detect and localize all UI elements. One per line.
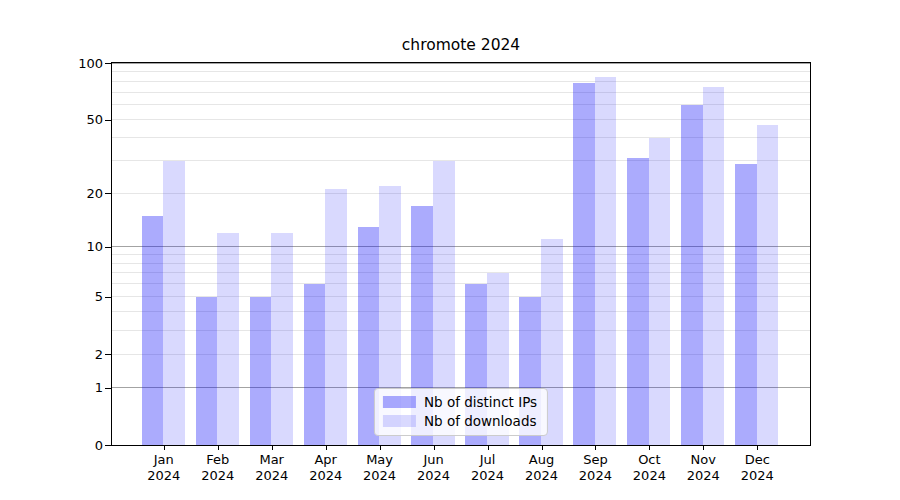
- y-tick-100: [105, 63, 111, 64]
- x-tick-label-nov-2024: Nov 2024: [673, 452, 733, 484]
- bar-jan-2024-nb-of-downloads: [163, 161, 185, 445]
- x-tick-mar-2024: [272, 446, 273, 450]
- legend-item-downloads: Nb of downloads: [383, 413, 537, 429]
- x-tick-label-sep-2024: Sep 2024: [565, 452, 625, 484]
- bar-sep-2024-nb-of-downloads: [595, 77, 617, 445]
- y-tick-10: [105, 247, 111, 248]
- bar-oct-2024-nb-of-distinct-ips: [627, 158, 649, 445]
- y-tick-5: [105, 297, 111, 298]
- plot-area: Nb of distinct IPs Nb of downloads: [111, 62, 811, 446]
- y-tick-label-0: 0: [0, 438, 103, 454]
- y-tick-label-2: 2: [0, 347, 103, 363]
- bar-dec-2024-nb-of-distinct-ips: [735, 164, 757, 446]
- x-tick-label-dec-2024: Dec 2024: [727, 452, 787, 484]
- x-tick-dec-2024: [757, 446, 758, 450]
- x-tick-sep-2024: [595, 446, 596, 450]
- y-tick-label-100: 100: [0, 56, 103, 72]
- y-tick-20: [105, 193, 111, 194]
- x-tick-label-apr-2024: Apr 2024: [296, 452, 356, 484]
- legend: Nb of distinct IPs Nb of downloads: [374, 388, 548, 436]
- bar-mar-2024-nb-of-distinct-ips: [250, 297, 272, 445]
- x-tick-may-2024: [380, 446, 381, 450]
- bar-mar-2024-nb-of-downloads: [271, 233, 293, 445]
- x-tick-jun-2024: [434, 446, 435, 450]
- x-tick-apr-2024: [326, 446, 327, 450]
- x-tick-feb-2024: [218, 446, 219, 450]
- legend-item-distinct-ips: Nb of distinct IPs: [383, 394, 537, 410]
- bar-nov-2024-nb-of-distinct-ips: [681, 105, 703, 445]
- x-tick-label-jun-2024: Jun 2024: [404, 452, 464, 484]
- x-tick-label-oct-2024: Oct 2024: [619, 452, 679, 484]
- legend-label-downloads: Nb of downloads: [424, 413, 537, 429]
- bar-apr-2024-nb-of-downloads: [325, 189, 347, 445]
- bar-nov-2024-nb-of-downloads: [703, 87, 725, 446]
- x-tick-label-aug-2024: Aug 2024: [512, 452, 572, 484]
- y-tick-1: [105, 388, 111, 389]
- x-tick-jan-2024: [164, 446, 165, 450]
- x-tick-label-jul-2024: Jul 2024: [458, 452, 518, 484]
- x-tick-jul-2024: [488, 446, 489, 450]
- y-tick-label-10: 10: [0, 239, 103, 255]
- bar-apr-2024-nb-of-distinct-ips: [304, 284, 326, 445]
- x-tick-aug-2024: [542, 446, 543, 450]
- x-tick-oct-2024: [649, 446, 650, 450]
- legend-swatch-distinct-ips: [383, 396, 416, 408]
- bar-oct-2024-nb-of-downloads: [649, 138, 671, 445]
- x-tick-nov-2024: [703, 446, 704, 450]
- bar-sep-2024-nb-of-distinct-ips: [573, 83, 595, 445]
- y-tick-label-5: 5: [0, 289, 103, 305]
- figure: chromote 2024 Nb of distinct IPs Nb of d…: [0, 0, 900, 500]
- chart-title: chromote 2024: [112, 36, 810, 54]
- y-tick-2: [105, 354, 111, 355]
- y-tick-label-1: 1: [0, 380, 103, 396]
- legend-swatch-downloads: [383, 415, 416, 427]
- x-tick-label-feb-2024: Feb 2024: [188, 452, 248, 484]
- bar-jan-2024-nb-of-distinct-ips: [142, 216, 164, 446]
- y-tick-50: [105, 120, 111, 121]
- y-tick-label-50: 50: [0, 112, 103, 128]
- bar-dec-2024-nb-of-downloads: [757, 125, 779, 445]
- y-tick-label-20: 20: [0, 186, 103, 202]
- x-tick-label-may-2024: May 2024: [350, 452, 410, 484]
- y-tick-0: [105, 445, 111, 446]
- bar-feb-2024-nb-of-downloads: [217, 233, 239, 445]
- x-tick-label-jan-2024: Jan 2024: [134, 452, 194, 484]
- bar-feb-2024-nb-of-distinct-ips: [196, 297, 218, 445]
- legend-label-distinct-ips: Nb of distinct IPs: [424, 394, 537, 410]
- x-tick-label-mar-2024: Mar 2024: [242, 452, 302, 484]
